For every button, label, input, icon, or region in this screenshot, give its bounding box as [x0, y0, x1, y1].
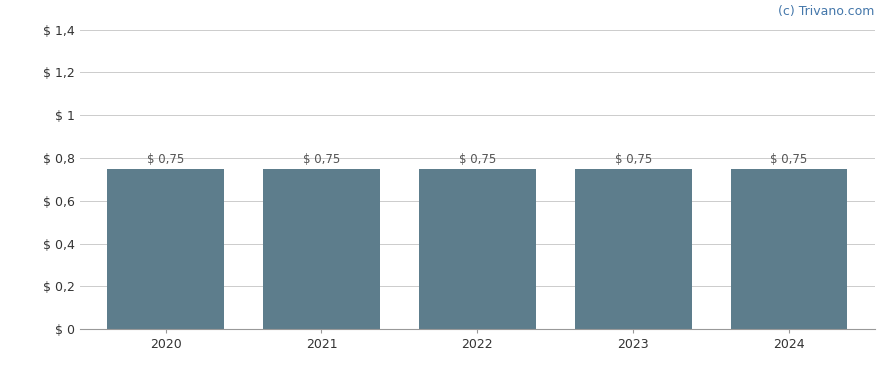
Text: $ 0,75: $ 0,75 [771, 153, 807, 166]
Bar [263, 169, 380, 329]
Text: $ 0,75: $ 0,75 [459, 153, 496, 166]
Bar [107, 169, 224, 329]
Bar [731, 169, 847, 329]
Bar [575, 169, 692, 329]
Text: $ 0,75: $ 0,75 [147, 153, 184, 166]
Bar [419, 169, 535, 329]
Text: $ 0,75: $ 0,75 [614, 153, 652, 166]
Text: $ 0,75: $ 0,75 [303, 153, 340, 166]
Text: (c) Trivano.com: (c) Trivano.com [778, 4, 875, 18]
